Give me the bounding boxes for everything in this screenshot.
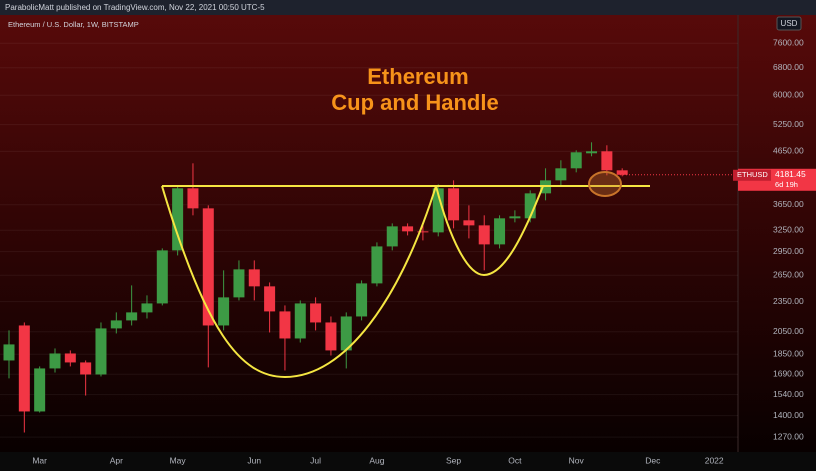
annotation: Ethereum: [367, 64, 468, 89]
candle-body: [371, 246, 383, 284]
candle-body: [141, 303, 153, 313]
y-tick-label: 6000.00: [773, 90, 804, 100]
price-tag-value: 4181.45: [775, 169, 806, 179]
candle-body: [80, 362, 92, 375]
candle-body: [402, 226, 414, 232]
y-tick-label: 2650.00: [773, 269, 804, 279]
x-tick-label: Jul: [310, 455, 321, 465]
candle-body: [509, 216, 521, 219]
x-tick-label: Apr: [110, 455, 123, 465]
candle-body: [386, 226, 398, 247]
symbol-box: [733, 169, 771, 181]
candle-body: [478, 225, 490, 245]
candle-body: [555, 168, 567, 181]
highlight-ellipse: [588, 171, 622, 197]
candle-body: [126, 312, 138, 321]
candle-body: [233, 269, 245, 298]
y-tick-label: 2350.00: [773, 296, 804, 306]
y-tick-label: 2950.00: [773, 246, 804, 256]
x-tick-label: Dec: [645, 455, 661, 465]
x-tick-label: Mar: [32, 455, 47, 465]
y-tick-label: 1270.00: [773, 431, 804, 441]
candle-body: [340, 316, 352, 351]
candle-body: [294, 303, 306, 339]
candle-body: [494, 218, 506, 245]
candle-body: [187, 188, 199, 209]
candle-body: [432, 188, 444, 233]
x-tick-label: Nov: [569, 455, 585, 465]
drawings: [161, 171, 650, 379]
y-tick-label: 7600.00: [773, 37, 804, 47]
candle-body: [570, 152, 582, 169]
y-tick-label: 1850.00: [773, 349, 804, 359]
candle-body: [34, 368, 46, 412]
handle-curve: [435, 185, 544, 277]
candle-body: [448, 188, 460, 221]
candles: [3, 142, 628, 433]
candle-body: [248, 269, 260, 287]
y-tick-label: 5250.00: [773, 119, 804, 129]
y-tick-label: 3250.00: [773, 225, 804, 235]
currency: USD: [781, 19, 798, 28]
candle-body: [49, 353, 61, 369]
x-tick-label: 2022: [705, 455, 724, 465]
candle-body: [95, 328, 107, 375]
annotation: Cup and Handle: [331, 90, 498, 115]
candle-body: [524, 193, 536, 219]
candle-body: [110, 320, 122, 329]
candle-body: [172, 188, 184, 251]
currency-box: [776, 16, 802, 31]
candle-body: [202, 208, 214, 326]
candle-body: [3, 344, 15, 361]
candle-body: [64, 353, 76, 363]
price-tag-symbol: ETHUSD: [737, 170, 768, 179]
grid: 1270.00 1400.00 1540.00 1690.00 1850.00 2050.…: [0, 37, 804, 465]
candle-body: [218, 297, 230, 326]
x-tick-label: Aug: [369, 455, 384, 465]
candle-body: [616, 170, 628, 175]
x-tick-label: Sep: [446, 455, 461, 465]
candle-body: [310, 303, 322, 323]
symbol-description: Ethereum / U.S. Dollar, 1W, BITSTAMP: [8, 20, 139, 29]
price-tag-countdown: 6d 19h: [775, 180, 798, 189]
candle-body: [279, 311, 291, 339]
candle-body: [18, 325, 30, 412]
candle-body: [264, 286, 276, 312]
x-tick-label: Jun: [247, 455, 261, 465]
candle-body: [325, 322, 337, 351]
y-tick-label: 6800.00: [773, 62, 804, 72]
y-tick-label: 3650.00: [773, 199, 804, 209]
y-tick-label: 1690.00: [773, 368, 804, 378]
y-tick-label: 4650.00: [773, 146, 804, 156]
y-tick-label: 1400.00: [773, 410, 804, 420]
y-tick-label: 1540.00: [773, 389, 804, 399]
x-tick-label: May: [170, 455, 187, 465]
candle-body: [156, 250, 168, 304]
y-tick-label: 2050.00: [773, 326, 804, 336]
candle-body: [417, 231, 429, 233]
candle-body: [586, 151, 598, 154]
header-bar: [0, 0, 816, 15]
candle-body: [463, 220, 475, 226]
x-axis-band: [0, 452, 816, 471]
publisher: ParabolicMatt published on TradingView.c…: [5, 3, 265, 12]
candle-body: [356, 283, 368, 317]
candle-body: [601, 151, 613, 171]
x-tick-label: Oct: [508, 455, 522, 465]
cup-curve: [161, 185, 437, 379]
